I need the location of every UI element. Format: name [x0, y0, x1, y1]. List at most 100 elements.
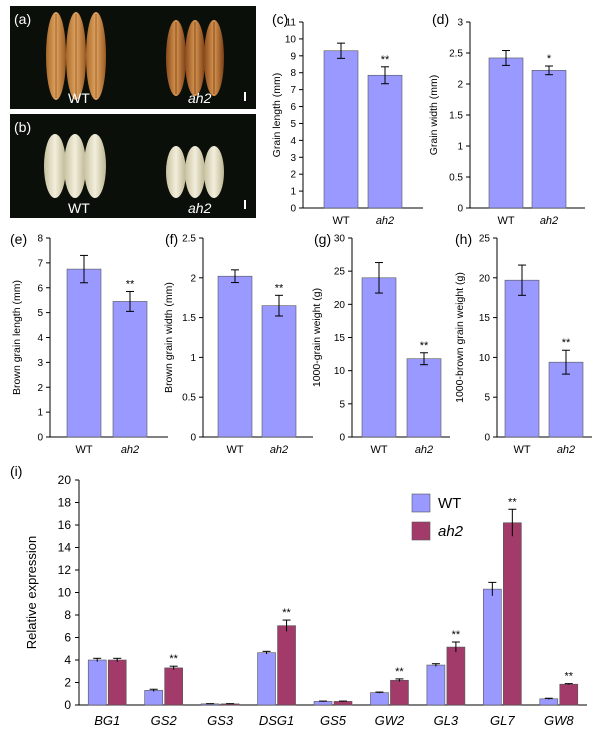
bar-DSG1-WT [257, 652, 276, 706]
y-tick-label: 25 [479, 234, 491, 245]
y-tick-label: 2 [457, 80, 463, 91]
wt-brown-grains [44, 134, 106, 198]
y-tick-label: 2 [37, 383, 43, 394]
legend-label: ah2 [438, 523, 464, 540]
bar-BG1-WT [87, 659, 107, 706]
panel-label: (i) [10, 463, 22, 479]
y-tick-label: 10 [334, 366, 346, 377]
legend-swatch-ah2 [411, 521, 431, 541]
significance-mark: ** [420, 340, 429, 352]
y-tick-label: 20 [58, 473, 72, 487]
bar-ah2 [261, 305, 297, 438]
y-tick-label: 15 [334, 333, 346, 344]
bar-WT [504, 279, 540, 438]
bar-ah2 [112, 301, 148, 438]
bar-GL7-WT [483, 588, 502, 706]
y-tick-label: 11 [286, 18, 297, 29]
category-label: WT [513, 444, 530, 456]
ah2-brown-grains [166, 146, 224, 198]
y-tick-label: 18 [58, 496, 72, 510]
gene-label: BG1 [94, 713, 120, 728]
gene-label: GW8 [544, 713, 574, 728]
bar-WT [66, 268, 102, 438]
bar-GW2-WT [370, 692, 389, 706]
y-tick-label: 0.5 [449, 173, 463, 184]
photo-b-ah2-label: ah2 [188, 200, 212, 216]
y-tick-label: 2.5 [182, 234, 196, 245]
y-tick-label: 5 [484, 393, 490, 404]
chart-c: (c) 0 1 2 3 4 5 6 7 8 9 10 11 Grain length (mm) WT ** ah… [271, 11, 423, 227]
photo-panel-b: (b) WT ah2 [10, 114, 256, 218]
ah2-husked-grains [166, 20, 224, 96]
category-label: ah2 [557, 444, 575, 456]
y-tick-label: 2 [64, 676, 71, 690]
y-tick-label: 7 [37, 258, 43, 269]
significance-mark: ** [282, 607, 291, 619]
scale-bar-a [244, 92, 246, 101]
panel-label: (h) [455, 231, 472, 247]
y-tick-label: 1 [190, 353, 196, 364]
y-tick-label: 8 [290, 68, 296, 79]
significance-mark: ** [508, 496, 517, 508]
category-label: ah2 [270, 444, 288, 456]
y-tick-label: 2 [290, 170, 296, 181]
y-tick-label: 10 [58, 586, 72, 600]
photo-a-ah2-label: ah2 [188, 90, 212, 106]
significance-mark: ** [452, 629, 461, 641]
bar-WT [217, 275, 253, 438]
photo-b-label: (b) [14, 119, 31, 135]
bar-GL3-WT [426, 664, 446, 706]
bar-GS5-ah2 [333, 701, 353, 706]
y-axis-title: 1000-brown grain weight (g) [454, 272, 466, 403]
y-tick-label: 1 [457, 142, 463, 153]
chart-g: (g) 0 5 10 15 20 25 30 1000-grain weight (g) WT **… [311, 231, 450, 456]
y-tick-label: 0 [190, 433, 196, 444]
y-tick-label: 1.5 [182, 313, 196, 324]
y-tick-label: 10 [285, 34, 297, 45]
y-tick-label: 4 [290, 136, 296, 147]
category-label: WT [226, 444, 243, 456]
photo-b-wt-label: WT [68, 200, 90, 216]
y-axis-title: Relative expression [24, 536, 39, 649]
gene-label: GL7 [490, 713, 515, 728]
y-axis-title: Brown grain width (mm) [163, 282, 175, 393]
y-tick-label: 6 [64, 631, 71, 645]
chart-e: (e) 0 1 2 3 4 5 6 7 8 Brown grain length (mm) WT ** a… [10, 231, 168, 456]
bar-ah2 [531, 70, 567, 209]
gene-label: GS3 [207, 713, 234, 728]
y-tick-label: 1 [37, 408, 43, 419]
panel-label: (g) [314, 231, 331, 247]
y-tick-label: 16 [58, 518, 72, 532]
category-label: ah2 [376, 215, 394, 227]
y-tick-label: 14 [58, 541, 72, 555]
wt-husked-grains [46, 12, 106, 100]
bar-GS2-ah2 [164, 667, 183, 706]
significance-mark: ** [564, 671, 573, 683]
scale-bar-b [244, 200, 246, 209]
y-tick-label: 6 [290, 102, 296, 113]
panel-label: (d) [432, 11, 449, 27]
category-label: ah2 [415, 444, 433, 456]
y-tick-label: 30 [334, 234, 346, 245]
bar-GL3-ah2 [446, 646, 466, 706]
category-label: WT [332, 215, 349, 227]
y-tick-label: 8 [64, 608, 71, 622]
y-tick-label: 0 [339, 433, 345, 444]
y-tick-label: 0 [290, 204, 296, 215]
significance-mark: ** [169, 653, 178, 665]
bar-BG1-ah2 [107, 659, 127, 706]
y-tick-label: 4 [64, 653, 71, 667]
significance-mark: ** [381, 54, 390, 66]
y-tick-label: 6 [37, 283, 43, 294]
bar-ah2 [548, 361, 584, 438]
category-label: WT [497, 215, 514, 227]
significance-mark: ** [562, 337, 571, 349]
bar-GS2-WT [144, 690, 163, 706]
chart-i: (i) 0 2 4 6 8 10 12 14 16 18 20 Relative expression B… [10, 463, 587, 728]
y-tick-label: 10 [479, 353, 491, 364]
gene-label: GS5 [320, 713, 347, 728]
y-tick-label: 9 [290, 51, 296, 62]
bar-DSG1-ah2 [277, 625, 296, 706]
legend: WT ah2 [411, 493, 464, 541]
